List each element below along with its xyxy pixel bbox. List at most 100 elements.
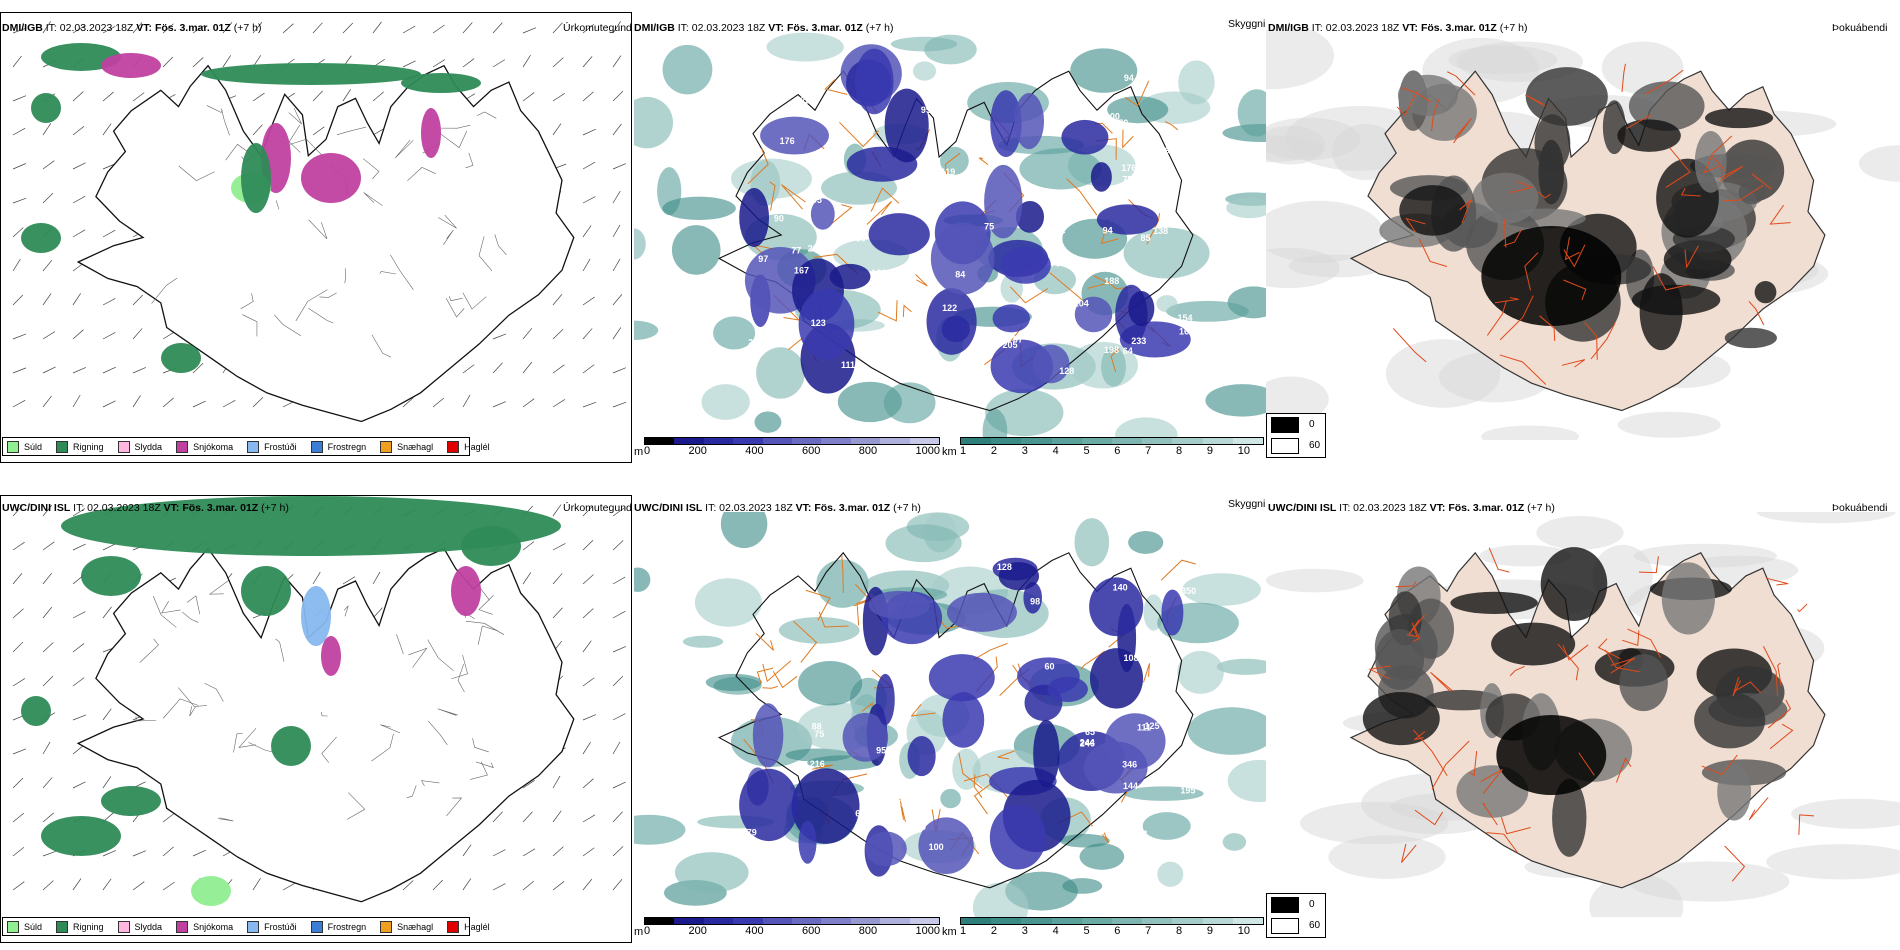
- bottom-cloud-base-unit: m: [634, 926, 644, 938]
- fog-legend-row: 0: [1267, 414, 1325, 435]
- legend-swatch: [247, 920, 260, 933]
- colorbar-tick-label: 3: [1021, 925, 1028, 937]
- bottom-precip-panel: [1, 496, 631, 942]
- precip-areas: [21, 43, 481, 373]
- bottom-cloud-header: UWC/DINI ISL IT: 02.03.2023 18Z VT: Fös.…: [634, 502, 921, 514]
- legend-label: 60: [1309, 920, 1321, 931]
- legend-swatch: [247, 440, 260, 453]
- legend-swatch: [1271, 917, 1299, 934]
- cloud-base-value-label: 60: [1045, 661, 1055, 671]
- precip-legend-item: Snæhagl: [380, 920, 433, 933]
- legend-label: Frostúði: [264, 441, 297, 452]
- cloud-base-value-label: 120: [871, 268, 886, 278]
- top-cloud-map: 95 188 119 123 84 200 176 122 94 95 89 64 205 253 214 1…: [634, 30, 1268, 440]
- cloud-base-value-label: 69: [916, 822, 926, 832]
- colorbar-tick-label: 800: [858, 925, 878, 937]
- colorbar-tick-label: 8: [1176, 445, 1183, 457]
- top-precip-panel: [1, 13, 631, 462]
- cloud-base-value-label: 122: [942, 303, 957, 313]
- cloud-base-value-label: 346: [1122, 759, 1137, 769]
- colorbar-segment: [645, 438, 675, 444]
- precip-legend-item: Snjókoma: [176, 440, 234, 453]
- cloud-base-value-label: 128: [1059, 366, 1074, 376]
- colorbar-tick-label: 0: [644, 925, 651, 937]
- cloud-base-value-label: 61: [855, 808, 865, 818]
- roads: [1392, 63, 1791, 385]
- bottom-fog-legend: 0 60: [1266, 893, 1326, 938]
- cloud-base-value-label: 84: [910, 333, 920, 343]
- legend-swatch: [1271, 437, 1299, 454]
- colorbar-segment: [703, 918, 734, 924]
- colorbar-tick-label: 10: [1237, 925, 1250, 937]
- colorbar-tick-label: 1: [960, 445, 967, 457]
- top-cloud-header: DMI/IGB IT: 02.03.2023 18Z VT: Fös. 3.ma…: [634, 22, 894, 34]
- cloud-base-value-label: 88: [812, 721, 822, 731]
- cloud-base-value-label: 81: [896, 798, 906, 808]
- colorbar-tick-label: 200: [688, 925, 707, 937]
- colorbar-segment: [1172, 918, 1203, 924]
- precip-legend-item: Súld: [7, 920, 42, 933]
- colorbar-tick-label: 200: [688, 445, 707, 457]
- colorbar-segment: [733, 438, 763, 444]
- legend-label: Snjókoma: [193, 441, 234, 452]
- bottom-precip-legend: Súld Rigning Slydda Snjókoma Frostúði Frostre…: [2, 917, 490, 936]
- cloud-base-areas: [739, 557, 1184, 877]
- roads: [1368, 547, 1815, 882]
- cloud-base-value-label: 94: [1124, 73, 1134, 83]
- cloud-base-value-label: 167: [794, 265, 809, 275]
- bottom-visibility-ticks: 1 2 3 4 5 6 7 8 9 10: [960, 925, 1250, 937]
- fog-legend-row: 0: [1267, 894, 1325, 915]
- legend-swatch: [176, 440, 189, 453]
- top-cloud-panel: 95 188 119 123 84 200 176 122 94 95 89 64 205 253 214 1…: [634, 30, 1268, 440]
- bottom-precip-frame: [0, 495, 632, 943]
- legend-swatch: [310, 440, 323, 453]
- cloud-base-value-label: 200: [808, 244, 823, 254]
- precip-legend-item: Rigning: [56, 440, 104, 453]
- legend-swatch: [1271, 416, 1299, 433]
- cloud-base-value-label: 98: [1165, 146, 1175, 156]
- cloud-base-value-label: 95: [1138, 277, 1148, 287]
- cloud-base-value-label: 195: [1180, 786, 1195, 796]
- top-cloud-field-name: Skyggni: [1228, 18, 1266, 30]
- bottom-precip-map: [1, 496, 631, 942]
- colorbar-segment: [850, 918, 881, 924]
- cloud-base-value-label: 70: [1118, 118, 1128, 128]
- cloud-base-value-label: 350: [1181, 586, 1196, 596]
- colorbar-segment: [961, 438, 992, 444]
- legend-label: Haglél: [464, 921, 490, 932]
- colorbar-tick-label: 7: [1145, 445, 1152, 457]
- legend-swatch: [447, 440, 460, 453]
- cloud-base-value-label: 119: [941, 167, 956, 177]
- colorbar-segment: [1142, 438, 1173, 444]
- cloud-base-value-label: 70: [1050, 259, 1060, 269]
- cloud-base-value-label: 98: [1030, 596, 1040, 606]
- cloud-base-value-label: 246: [1080, 739, 1095, 749]
- cloud-base-value-label: 94: [1103, 225, 1113, 235]
- colorbar-segment: [909, 918, 940, 924]
- cloud-base-value-label: 52: [1055, 225, 1065, 235]
- precip-legend-item: Snæhagl: [380, 440, 433, 453]
- legend-swatch: [380, 920, 393, 933]
- top-fog-panel: [1266, 30, 1900, 440]
- cloud-base-value-label: 176: [780, 136, 795, 146]
- legend-swatch: [310, 920, 323, 933]
- colorbar-segment: [1142, 918, 1173, 924]
- colorbar-tick-label: 1000: [915, 925, 940, 937]
- colorbar-tick-label: 7: [1145, 925, 1152, 937]
- top-precip-header: DMI/IGB IT: 02.03.2023 18Z VT: Fös. 3.ma…: [2, 22, 262, 34]
- cloud-base-value-label: 176: [1121, 163, 1136, 173]
- top-fog-header: DMI/IGB IT: 02.03.2023 18Z VT: Fös. 3.ma…: [1268, 22, 1528, 34]
- top-precip-map: [1, 13, 631, 462]
- precip-legend-item: Frostregn: [310, 440, 366, 453]
- colorbar-segment: [821, 918, 851, 924]
- cloud-base-areas: [739, 44, 1191, 394]
- cloud-base-value-label: 277: [748, 338, 763, 348]
- cloud-base-value-label: 79: [747, 828, 757, 838]
- colorbar-segment: [961, 918, 992, 924]
- colorbar-tick-label: 5: [1083, 925, 1090, 937]
- colorbar-segment: [991, 438, 1022, 444]
- cloud-base-value-label: 214: [1175, 286, 1190, 296]
- cloud-base-value-label: 85: [1141, 233, 1151, 243]
- cloud-base-value-label: 125: [1145, 721, 1160, 731]
- cloud-base-value-label: 75: [814, 729, 824, 739]
